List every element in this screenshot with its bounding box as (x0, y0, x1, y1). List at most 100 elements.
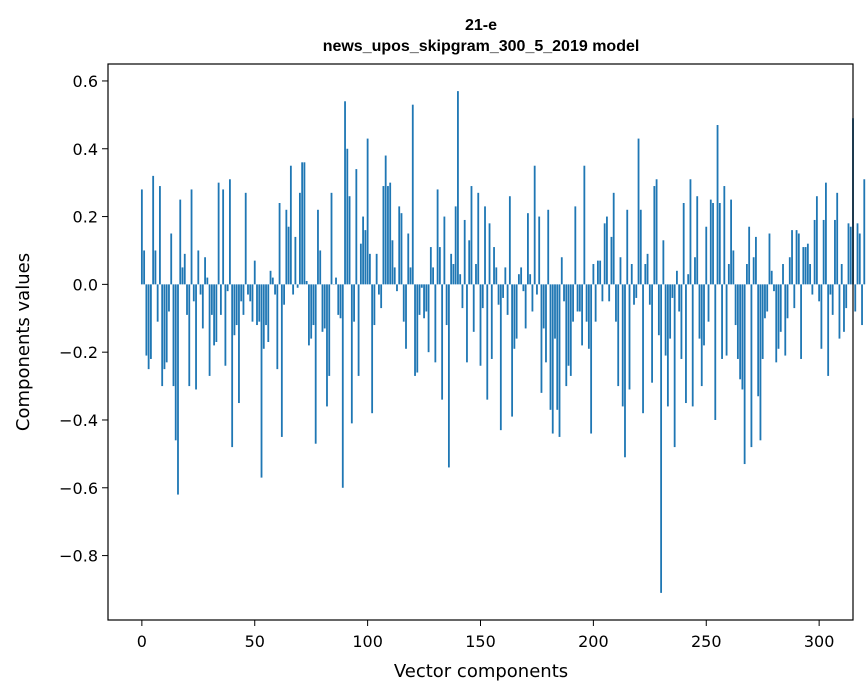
bar-component-278 (769, 234, 771, 285)
bar-component-284 (782, 264, 784, 284)
bar-component-131 (437, 189, 439, 284)
bar-component-108 (385, 156, 387, 285)
bar-component-186 (561, 257, 563, 284)
bar-component-183 (554, 284, 556, 338)
bar-component-110 (389, 183, 391, 285)
bar-component-134 (443, 217, 445, 285)
bar-component-211 (617, 284, 619, 386)
bar-component-123 (419, 284, 421, 315)
bar-component-187 (563, 284, 565, 301)
bar-component-101 (369, 254, 371, 285)
bar-component-237 (676, 271, 678, 285)
bar-component-197 (586, 284, 588, 321)
bar-component-217 (631, 264, 633, 284)
bar-component-59 (274, 284, 276, 294)
bar-component-295 (807, 244, 809, 285)
y-tick-label: 0.4 (73, 140, 98, 159)
bar-component-133 (441, 284, 443, 399)
bar-component-154 (489, 223, 491, 284)
bar-component-33 (215, 284, 217, 342)
bar-component-66 (290, 166, 292, 285)
bar-component-75 (310, 284, 312, 338)
bar-component-156 (493, 247, 495, 284)
bar-component-42 (236, 284, 238, 325)
bar-component-216 (629, 284, 631, 389)
bar-component-307 (834, 220, 836, 284)
bar-component-16 (177, 284, 179, 494)
bar-component-287 (789, 257, 791, 284)
bar-component-166 (516, 284, 518, 338)
bar-component-161 (504, 267, 506, 284)
bar-component-2 (145, 284, 147, 355)
bar-component-151 (482, 284, 484, 308)
bar-component-113 (396, 284, 398, 291)
bar-component-223 (644, 264, 646, 284)
bar-component-188 (565, 284, 567, 386)
bar-component-199 (590, 284, 592, 433)
bar-component-167 (518, 274, 520, 284)
bar-component-318 (859, 234, 861, 285)
bar-component-250 (705, 227, 707, 285)
bar-component-209 (613, 193, 615, 285)
x-axis-label: Vector components (394, 661, 568, 682)
bar-component-265 (739, 284, 741, 379)
bar-component-38 (227, 284, 229, 291)
bar-component-189 (568, 284, 570, 365)
bar-component-31 (211, 284, 213, 315)
y-tick-label: −0.2 (59, 343, 98, 362)
bar-component-282 (778, 284, 780, 348)
bar-component-291 (798, 234, 800, 285)
bar-component-292 (800, 284, 802, 359)
bar-component-124 (421, 284, 423, 287)
chart-title: 21-e (465, 17, 497, 34)
bar-component-74 (308, 284, 310, 345)
bar-component-32 (213, 284, 215, 345)
bar-component-279 (771, 271, 773, 285)
bar-component-225 (649, 284, 651, 304)
bar-component-203 (599, 261, 601, 285)
bar-component-261 (730, 200, 732, 285)
bar-component-57 (270, 271, 272, 285)
bar-component-273 (757, 284, 759, 396)
bar-component-204 (602, 284, 604, 301)
bar-component-231 (662, 240, 664, 284)
y-tick-label: −0.4 (59, 411, 98, 430)
bar-component-107 (383, 186, 385, 284)
bar-component-239 (681, 284, 683, 359)
bar-component-208 (611, 237, 613, 284)
bar-component-164 (511, 284, 513, 416)
bar-component-242 (687, 274, 689, 284)
bar-component-30 (209, 284, 211, 376)
bar-component-230 (660, 284, 662, 593)
bar-component-185 (559, 284, 561, 437)
x-tick-label: 300 (804, 632, 835, 651)
bar-component-258 (723, 186, 725, 284)
bar-component-254 (714, 284, 716, 420)
bar-component-87 (337, 284, 339, 315)
bar-component-22 (191, 189, 193, 284)
bar-component-53 (261, 284, 263, 477)
bar-component-92 (349, 196, 351, 284)
bar-component-220 (638, 139, 640, 285)
bar-component-232 (665, 284, 667, 355)
bar-component-213 (622, 284, 624, 406)
bar-component-294 (805, 247, 807, 284)
bar-component-144 (466, 284, 468, 362)
bar-component-115 (401, 213, 403, 284)
bar-component-40 (231, 284, 233, 447)
bar-component-18 (182, 267, 184, 284)
bar-component-9 (161, 284, 163, 386)
bar-component-67 (292, 284, 294, 294)
bar-component-145 (468, 240, 470, 284)
bar-component-119 (410, 267, 412, 284)
bar-component-95 (355, 169, 357, 284)
bar-component-140 (457, 91, 459, 284)
bar-component-302 (823, 220, 825, 284)
bar-component-269 (748, 227, 750, 285)
bar-component-41 (234, 284, 236, 335)
bar-component-125 (423, 284, 425, 318)
bar-component-215 (626, 210, 628, 285)
bar-component-81 (324, 284, 326, 328)
